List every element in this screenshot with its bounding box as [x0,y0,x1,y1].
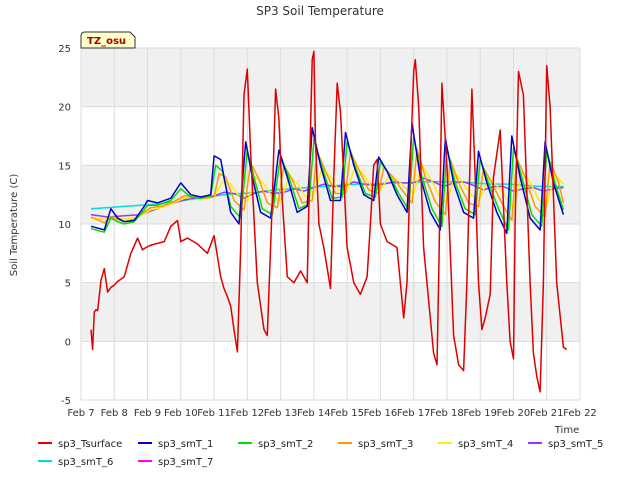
series-line [90,148,565,224]
y-tick-label: 0 [65,337,71,348]
legend: sp3_Tsurface sp3_smT_1 sp3_smT_2 sp3_smT_3 s… [38,439,603,468]
legend-label: sp3_smT_3 [358,439,413,450]
legend-label: sp3_smT_6 [58,457,113,468]
y-tick-label: -5 [61,396,71,407]
chart-title: SP3 Soil Temperature [256,4,384,18]
x-tick-label: Feb 7 [67,408,94,419]
x-tick-label: Feb 11 [197,408,231,419]
x-tick-label: Feb 10 [164,408,198,419]
y-tick-label: 10 [58,220,71,231]
plot-band [81,282,580,342]
x-tick-label: Feb 8 [101,408,128,419]
x-tick-label: Feb 21 [530,408,564,419]
y-axis-title: Soil Temperature (C) [9,174,20,277]
series-line [90,50,568,393]
y-tick-label: 5 [65,279,71,290]
x-tick-label: Feb 14 [297,408,331,419]
badge-label: TZ_osu [87,36,126,47]
y-tick-label: 20 [58,103,71,114]
legend-label: sp3_Tsurface [58,439,122,450]
legend-label: sp3_smT_4 [458,439,513,450]
x-tick-label: Feb 16 [364,408,398,419]
x-tick-label: Feb 13 [264,408,298,419]
y-tick-label: 25 [58,44,71,55]
x-tick-label: Feb 19 [463,408,497,419]
badge-box [80,31,136,49]
x-tick-label: Feb 22 [563,408,597,419]
x-axis-title: Time [554,425,579,436]
x-tick-label: Feb 18 [430,408,464,419]
x-tick-label: Feb 12 [231,408,265,419]
x-tick-label: Feb 17 [397,408,431,419]
plot-band [81,48,580,107]
legend-label: sp3_smT_1 [158,439,213,450]
x-tick-label: Feb 20 [497,408,531,419]
grid-lines [80,47,581,401]
site-badge: TZ_osu [80,31,136,49]
series-layer [90,50,568,393]
legend-label: sp3_smT_7 [158,457,213,468]
y-tick-label: 15 [58,161,71,172]
series-line [90,122,565,235]
x-tick-label: Feb 15 [330,408,364,419]
legend-label: sp3_smT_2 [258,439,313,450]
legend-label: sp3_smT_5 [548,439,603,450]
x-tick-label: Feb 9 [134,408,161,419]
series-line [90,135,565,233]
